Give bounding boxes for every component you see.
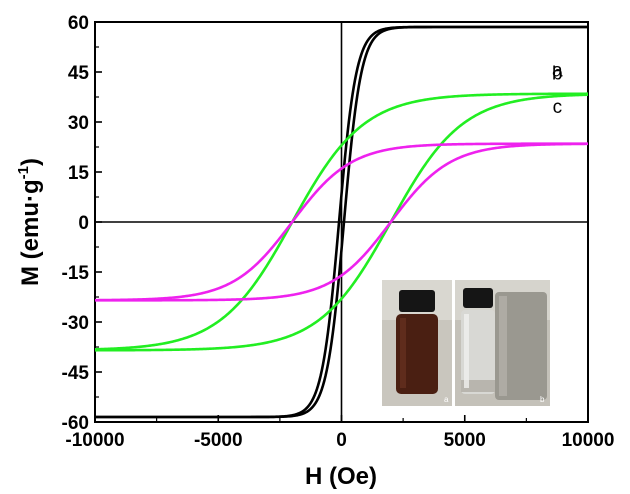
x-axis-title: H (Oe) — [305, 463, 377, 490]
x-ticks: -10000 -5000 0 5000 10000 — [65, 415, 614, 451]
series-a-ascending-branch — [95, 25, 588, 419]
inset-photos: a b — [382, 280, 550, 406]
series-b-descending-branch — [94, 92, 588, 351]
x-tick-label: -5000 — [194, 430, 243, 451]
y-axis-title: M (emu·g-1) — [15, 158, 44, 286]
series-c-descending-branch — [95, 142, 588, 302]
y-tick-label: 0 — [78, 213, 89, 234]
curve-label-c: c — [553, 97, 563, 118]
inset-caption-b: b — [540, 395, 545, 404]
curve-labels: abc — [552, 60, 563, 118]
y-axis-title-superscript: -1 — [15, 166, 32, 179]
y-tick-label: 15 — [68, 163, 90, 184]
inset-photo-a: a — [382, 280, 452, 406]
curve-label-b: b — [552, 64, 563, 85]
x-tick-label: 5000 — [444, 430, 486, 451]
magnet-block — [495, 292, 547, 400]
y-axis-title-close: ) — [17, 158, 44, 166]
y-tick-label: -45 — [62, 363, 90, 384]
x-tick-label: -10000 — [65, 430, 124, 451]
y-tick-label: -30 — [62, 313, 89, 334]
y-tick-label: -15 — [62, 263, 90, 284]
y-tick-label: -60 — [62, 413, 89, 434]
vial-a-body — [396, 314, 438, 394]
y-ticks: -60 -45 -30 -15 0 15 30 45 60 — [62, 13, 102, 434]
x-tick-label: 10000 — [562, 430, 615, 451]
y-tick-label: 30 — [68, 113, 89, 134]
series-c-ascending-branch — [95, 142, 588, 302]
x-tick-label: 0 — [336, 430, 347, 451]
series-layer — [94, 25, 589, 419]
vial-b-body — [461, 310, 495, 394]
vial-a-cap — [399, 290, 435, 312]
inset-photo-b: b — [455, 280, 550, 406]
y-tick-label: 45 — [68, 63, 90, 84]
y-axis-title-main: M (emu·g — [17, 179, 44, 286]
vial-b-cap — [463, 288, 493, 308]
curve-label-a: a — [552, 60, 563, 81]
series-b-ascending-branch — [95, 93, 589, 352]
y-tick-label: 60 — [68, 13, 89, 34]
inset-caption-a: a — [444, 395, 449, 404]
